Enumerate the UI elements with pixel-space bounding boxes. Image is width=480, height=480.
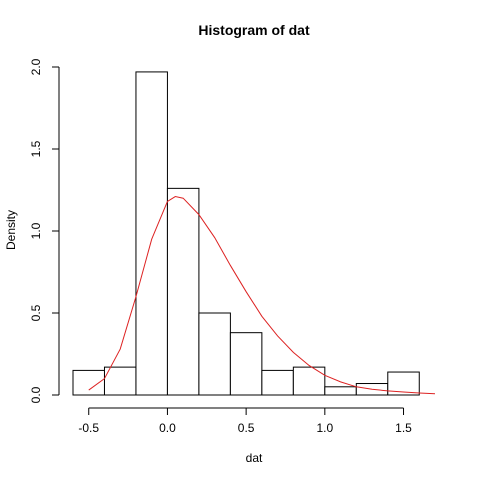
histogram-bar-7	[292, 366, 326, 396]
x-tick-label: -0.5	[78, 421, 99, 435]
x-tick-label: 0.5	[238, 421, 255, 435]
histogram-bar-0	[72, 369, 105, 396]
histogram-bar-4	[198, 312, 231, 396]
y-axis: 0.0 0.5 1.0 1.5 2.0	[29, 58, 60, 403]
y-axis-label: Density	[4, 210, 18, 250]
x-axis-label: dat	[246, 451, 263, 465]
histogram-bar-8	[324, 386, 357, 396]
y-tick-label: 0.0	[29, 386, 43, 403]
histogram-bar-10	[387, 371, 420, 396]
x-tick-label: 1.0	[316, 421, 333, 435]
histogram-bar-2	[135, 71, 168, 396]
density-curve-layer	[88, 196, 436, 395]
histogram-bar-5	[229, 332, 263, 396]
histogram-bar-3	[166, 187, 200, 396]
histogram-bar-1	[103, 366, 137, 396]
y-tick-label: 1.0	[29, 222, 43, 239]
density-curve	[88, 196, 436, 395]
x-tick-label: 0.0	[159, 421, 176, 435]
x-axis: -0.5 0.0 0.5 1.0 1.5	[78, 407, 412, 435]
histogram-bar-6	[261, 369, 294, 396]
chart-title: Histogram of dat	[198, 22, 310, 38]
y-tick-label: 0.5	[29, 304, 43, 321]
histogram-bars	[72, 71, 420, 396]
y-tick-label: 1.5	[29, 140, 43, 157]
y-tick-label: 2.0	[29, 58, 43, 75]
x-tick-label: 1.5	[395, 421, 412, 435]
